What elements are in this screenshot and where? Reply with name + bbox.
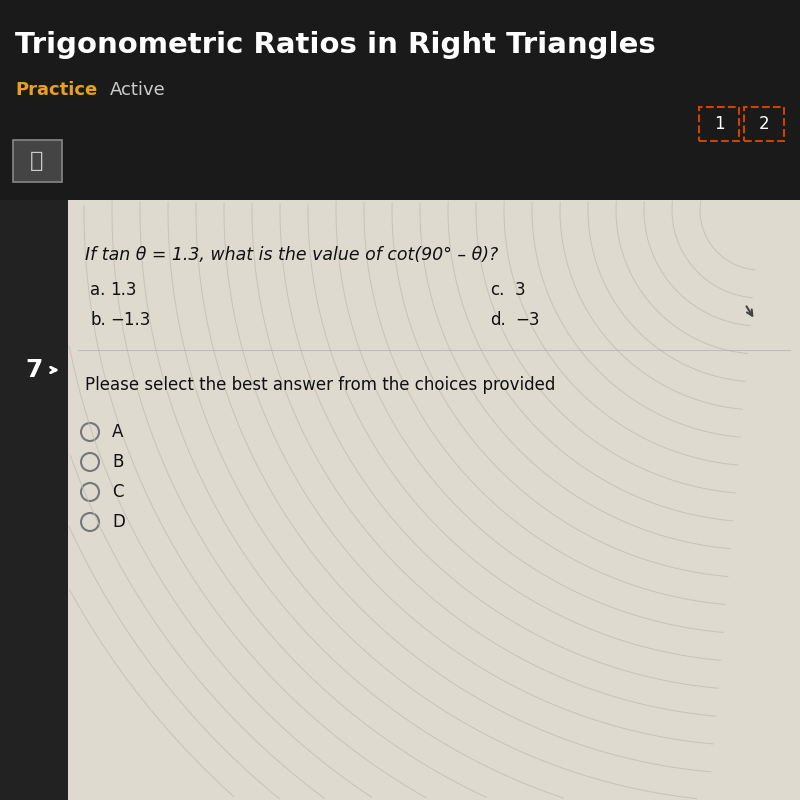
- Text: Active: Active: [110, 81, 166, 99]
- Text: A: A: [112, 423, 123, 441]
- FancyBboxPatch shape: [0, 200, 68, 800]
- Text: If tan θ = 1.3, what is the value of cot(90° – θ)?: If tan θ = 1.3, what is the value of cot…: [85, 246, 498, 264]
- Text: d.: d.: [490, 311, 506, 329]
- Text: 1.3: 1.3: [110, 281, 137, 299]
- Text: c.: c.: [490, 281, 504, 299]
- Text: 3: 3: [515, 281, 526, 299]
- Text: 7: 7: [26, 358, 42, 382]
- FancyBboxPatch shape: [699, 107, 739, 141]
- FancyBboxPatch shape: [68, 200, 800, 800]
- Text: B: B: [112, 453, 123, 471]
- Text: a.: a.: [90, 281, 106, 299]
- Text: −1.3: −1.3: [110, 311, 150, 329]
- Text: C: C: [112, 483, 123, 501]
- Text: ⎙: ⎙: [30, 151, 44, 171]
- Text: D: D: [112, 513, 125, 531]
- FancyBboxPatch shape: [0, 0, 800, 200]
- Text: 1: 1: [714, 115, 724, 133]
- Text: −3: −3: [515, 311, 539, 329]
- Text: Practice: Practice: [15, 81, 98, 99]
- Text: b.: b.: [90, 311, 106, 329]
- Text: Please select the best answer from the choices provided: Please select the best answer from the c…: [85, 376, 555, 394]
- Text: 2: 2: [758, 115, 770, 133]
- Text: Trigonometric Ratios in Right Triangles: Trigonometric Ratios in Right Triangles: [15, 31, 656, 59]
- FancyBboxPatch shape: [13, 140, 62, 182]
- FancyBboxPatch shape: [744, 107, 784, 141]
